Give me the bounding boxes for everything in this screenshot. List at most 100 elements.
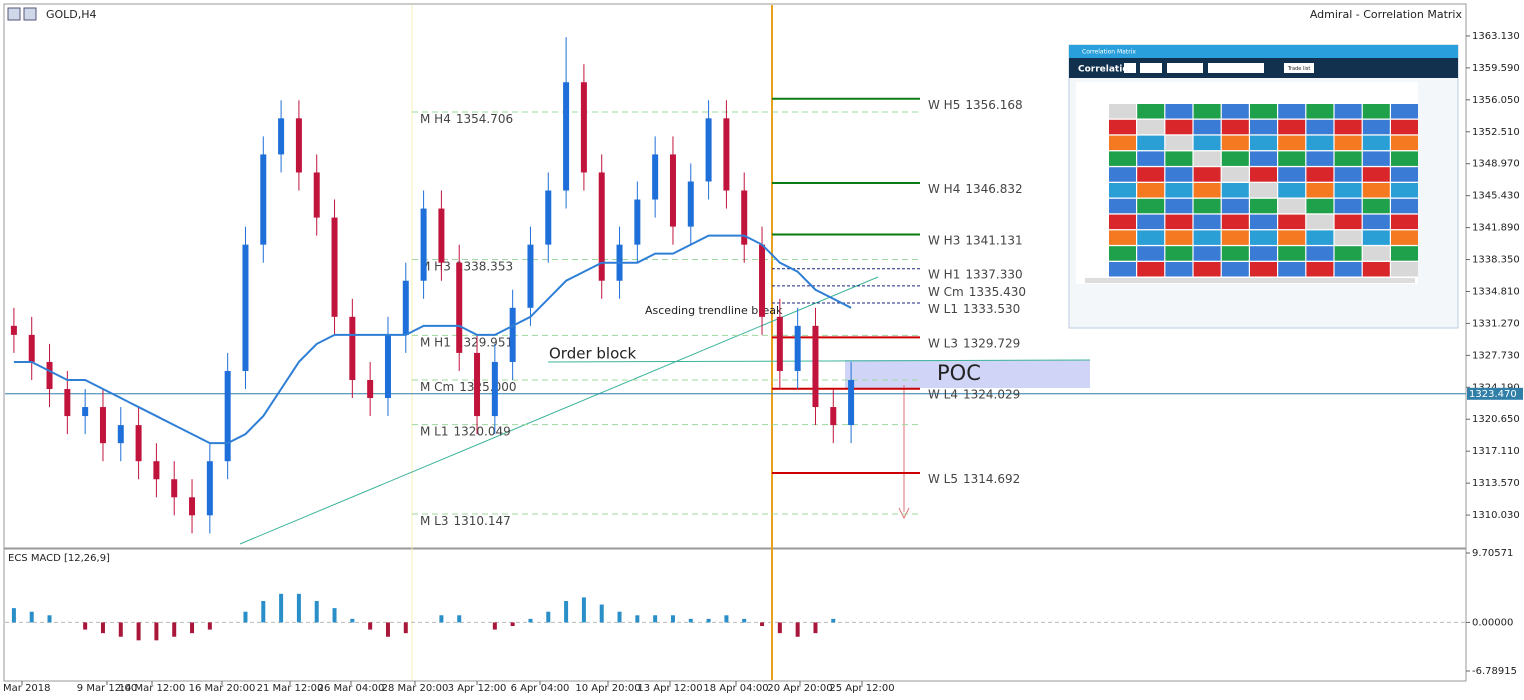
x-tick-label: 3 Apr 12:00: [448, 683, 507, 694]
macd-bar: [332, 608, 337, 623]
level-name: W H4: [928, 182, 960, 196]
matrix-cell: [1334, 198, 1362, 214]
candle-body: [598, 172, 605, 281]
candle-body: [687, 181, 694, 227]
macd-bar: [795, 622, 800, 637]
level-value: 1333.530: [963, 302, 1020, 316]
macd-bar: [706, 618, 711, 623]
matrix-cell: [1391, 246, 1418, 261]
price-tag: [1467, 387, 1523, 400]
annotation: Order block: [549, 345, 637, 363]
level-label: W H4 1346.832: [928, 182, 1023, 196]
y-tick-label: 1310.030: [1472, 510, 1520, 521]
matrix-cell: [1137, 135, 1165, 151]
level-name: M L1: [420, 424, 449, 438]
candle-body: [46, 361, 53, 390]
matrix-cell: [1362, 230, 1390, 245]
matrix-cell: [1109, 246, 1136, 261]
dropdown[interactable]: [1140, 63, 1162, 73]
matrix-cell: [1391, 230, 1418, 245]
macd-title: ECS MACD [12,26,9]: [8, 553, 110, 564]
dropdown[interactable]: [1124, 63, 1136, 73]
main-frame: [3, 3, 1467, 549]
matrix-cell: [1391, 151, 1418, 166]
candle-body: [580, 82, 587, 173]
candle-body: [82, 407, 89, 417]
candle-body: [28, 334, 35, 362]
symbol-title: GOLD,H4: [46, 8, 97, 21]
matrix-cell: [1306, 214, 1334, 230]
macd-bar: [439, 615, 444, 623]
arrow-head: [898, 507, 910, 520]
matrix-cell: [1137, 262, 1165, 277]
candle-body: [278, 118, 285, 155]
level-label: W H1 1337.330: [928, 267, 1023, 281]
candle-body: [10, 325, 17, 335]
matrix-cell: [1391, 104, 1418, 119]
candle-body: [171, 479, 178, 498]
matrix-cell: [1250, 119, 1277, 135]
matrix-cell: [1250, 183, 1277, 198]
matrix-cell: [1306, 167, 1334, 182]
candle-body: [206, 461, 213, 516]
level-label: M H4 1354.706: [420, 111, 513, 125]
level-label: W L4 1324.029: [928, 387, 1020, 401]
matrix-cell: [1221, 230, 1249, 245]
x-tick-label: 6 Apr 04:00: [511, 683, 570, 694]
y-tick-label: 1352.510: [1472, 127, 1520, 138]
level-label: M Cm 1325.000: [420, 379, 517, 393]
macd-frame: [3, 548, 1467, 682]
level-label: W L5 1314.692: [928, 471, 1020, 485]
dropdown[interactable]: [1167, 63, 1203, 73]
candle-body: [491, 361, 498, 417]
matrix-cell: [1362, 104, 1390, 119]
macd-bar: [831, 618, 836, 623]
level-label: M H1 1329.951: [420, 335, 513, 349]
macd-bar: [742, 618, 747, 623]
candle-body: [349, 316, 356, 380]
level-value: 1329.951: [456, 335, 513, 349]
macd-bar: [599, 604, 604, 623]
trendline: [239, 276, 879, 545]
matrix-cell: [1221, 198, 1249, 214]
matrix-cell: [1362, 119, 1390, 135]
level-value: 1338.353: [456, 259, 513, 273]
level-label: W H5 1356.168: [928, 97, 1023, 111]
matrix-cell: [1278, 230, 1306, 245]
matrix-cell: [1165, 198, 1193, 214]
matrix-cell: [1334, 135, 1362, 151]
y-tick-label: 1313.570: [1472, 478, 1520, 489]
candle-body: [260, 154, 267, 245]
level-value: 1325.000: [459, 379, 516, 393]
macd-bar: [813, 622, 818, 634]
matrix-cell: [1306, 230, 1334, 245]
button-label: Trade list: [1287, 66, 1311, 72]
candle-body: [830, 407, 837, 426]
matrix-cell: [1193, 167, 1221, 182]
matrix-cell: [1391, 198, 1418, 214]
matrix-cell: [1109, 198, 1136, 214]
level-label: M L3 1310.147: [420, 514, 511, 528]
candle-body: [117, 425, 124, 444]
matrix-cell: [1221, 151, 1249, 166]
macd-y-tick-label: 0.00000: [1472, 617, 1513, 628]
matrix-cell: [1165, 135, 1193, 151]
level-label: W L1 1333.530: [928, 302, 1020, 316]
macd-bar: [243, 611, 248, 623]
matrix-cell: [1109, 183, 1136, 198]
macd-bar: [403, 622, 408, 634]
matrix-cell: [1362, 246, 1390, 261]
matrix-cell: [1221, 167, 1249, 182]
level-value: 1354.706: [456, 111, 513, 125]
candle-body: [242, 244, 249, 371]
matrix-cell: [1193, 183, 1221, 198]
matrix-cell: [1221, 183, 1249, 198]
level-name: W L4: [928, 387, 958, 401]
button[interactable]: [1284, 63, 1314, 73]
dropdown[interactable]: [1208, 63, 1264, 73]
matrix-cell: [1165, 230, 1193, 245]
matrix-cell: [1334, 104, 1362, 119]
macd-bar: [350, 618, 355, 623]
macd-bar: [528, 618, 533, 623]
candle-body: [331, 217, 338, 317]
